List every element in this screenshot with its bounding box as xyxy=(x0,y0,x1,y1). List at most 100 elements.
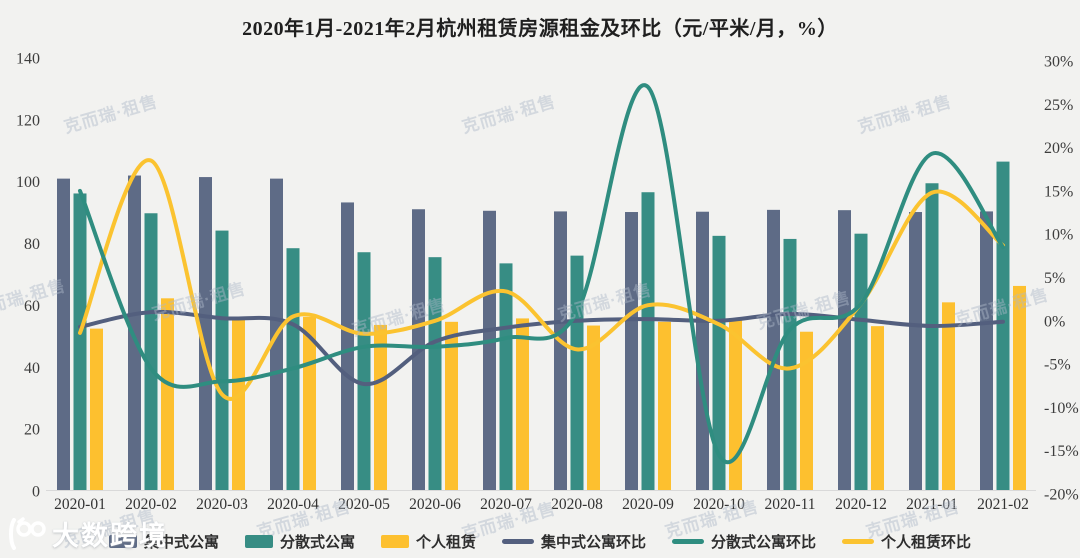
bar xyxy=(357,252,371,491)
bar xyxy=(800,331,813,491)
bar xyxy=(144,213,158,492)
legend-label: 个人租赁环比 xyxy=(881,534,972,551)
bar xyxy=(996,161,1010,491)
bar xyxy=(696,211,709,491)
x-axis-label: 2020-03 xyxy=(196,496,248,513)
bar xyxy=(90,328,103,491)
x-axis-label: 2020-08 xyxy=(551,496,603,513)
right-axis-tick: 15% xyxy=(1044,183,1073,200)
legend-item: 集中式公寓环比 xyxy=(502,531,646,552)
x-axis-label: 2020-06 xyxy=(409,496,461,513)
x-axis-label: 2020-05 xyxy=(338,496,390,513)
right-axis-tick: -10% xyxy=(1044,400,1079,417)
line-series-2 xyxy=(78,83,1005,465)
bar xyxy=(767,209,780,491)
bar xyxy=(942,302,955,491)
bar xyxy=(854,233,868,491)
logo-text: 大数跨境 xyxy=(52,521,168,551)
bar-series-0 xyxy=(57,175,993,492)
left-axis-tick: 140 xyxy=(16,51,40,68)
legend-label: 分散式公寓环比 xyxy=(711,534,817,551)
bar-series-group xyxy=(57,161,1026,492)
right-axis-tick: 30% xyxy=(1044,54,1073,71)
bar-series-2 xyxy=(90,285,1026,491)
bar xyxy=(625,212,638,491)
bar xyxy=(554,211,567,492)
bar xyxy=(783,238,797,491)
axis-labels-group: 140 120 100 80 60 40 20 0 30% 25% 20% 15% 10% 5% 0% -5%… xyxy=(16,51,1079,514)
left-axis-tick: 40 xyxy=(24,360,40,377)
left-axis-tick: 20 xyxy=(24,422,40,439)
chart-title: 2020年1月-2021年2月杭州租赁房源租金及环比（元/平米/月，%） xyxy=(242,18,838,40)
legend-label: 集中式公寓 xyxy=(143,534,219,551)
bar xyxy=(428,257,442,491)
bar xyxy=(341,202,354,491)
bar xyxy=(73,193,87,491)
bar xyxy=(838,210,851,491)
right-axis-tick: 5% xyxy=(1044,270,1065,287)
bar-series-1 xyxy=(73,161,1010,492)
legend-item: 个人租赁 xyxy=(380,531,476,552)
right-axis-tick: -5% xyxy=(1044,357,1071,374)
legend-item: 个人租赁环比 xyxy=(842,531,971,552)
x-axis-label: 2020-12 xyxy=(835,496,887,513)
bar xyxy=(729,319,742,491)
legend-label: 分散式公寓 xyxy=(279,534,355,551)
legend-label: 个人租赁 xyxy=(415,534,476,551)
right-axis-tick: 20% xyxy=(1044,140,1073,157)
bar xyxy=(215,230,229,491)
logo-icon xyxy=(9,516,46,550)
left-axis-tick: 120 xyxy=(16,112,40,129)
legend-line-swatch xyxy=(502,538,534,544)
x-axis-label: 2021-02 xyxy=(977,496,1029,513)
line-series-group xyxy=(78,83,1005,465)
right-axis-tick: -15% xyxy=(1044,443,1079,460)
x-axis-label: 2020-07 xyxy=(480,496,532,513)
right-axis-tick: 10% xyxy=(1044,227,1073,244)
bar xyxy=(374,324,387,491)
bar xyxy=(925,183,939,491)
x-axis-label: 2020-02 xyxy=(125,496,177,513)
bar xyxy=(641,192,655,492)
bar xyxy=(232,316,245,491)
bar xyxy=(980,211,993,492)
x-axis-label: 2020-10 xyxy=(693,496,745,513)
right-axis-tick: 25% xyxy=(1044,97,1073,114)
legend-label: 集中式公寓环比 xyxy=(541,534,647,551)
left-axis-tick: 100 xyxy=(16,174,40,191)
bar xyxy=(445,321,458,491)
bar xyxy=(161,298,174,491)
x-axis-label: 2020-11 xyxy=(764,496,815,513)
x-axis-label: 2020-04 xyxy=(267,496,319,513)
bar xyxy=(570,255,584,491)
bar xyxy=(712,235,726,491)
bar xyxy=(1013,285,1026,491)
left-axis-tick: 80 xyxy=(24,236,40,253)
bar xyxy=(871,326,884,491)
left-axis-tick: 0 xyxy=(32,484,40,501)
bar xyxy=(516,318,529,491)
watermark-logo: 大数跨境 xyxy=(6,514,168,553)
x-axis-label: 2020-09 xyxy=(622,496,674,513)
bar xyxy=(199,177,212,491)
left-axis-tick: 60 xyxy=(24,298,40,315)
bar xyxy=(658,321,671,491)
legend-item: 集中式公寓 xyxy=(108,531,219,552)
bar xyxy=(483,210,496,491)
legend-item: 分散式公寓环比 xyxy=(672,531,816,552)
bar xyxy=(587,325,600,491)
legend-line-swatch xyxy=(672,538,705,544)
legend-item: 分散式公寓 xyxy=(244,531,355,552)
right-axis-tick: 0% xyxy=(1044,313,1065,330)
right-axis-tick: -20% xyxy=(1044,487,1079,504)
bar xyxy=(57,178,70,491)
bar xyxy=(909,212,922,491)
x-axis-label: 2021-01 xyxy=(906,496,958,513)
legend-line-swatch xyxy=(842,538,875,544)
bar xyxy=(499,263,513,491)
legend-bar-swatch xyxy=(108,534,137,548)
legend-bar-swatch xyxy=(244,534,273,548)
legend-bar-swatch xyxy=(380,534,409,548)
